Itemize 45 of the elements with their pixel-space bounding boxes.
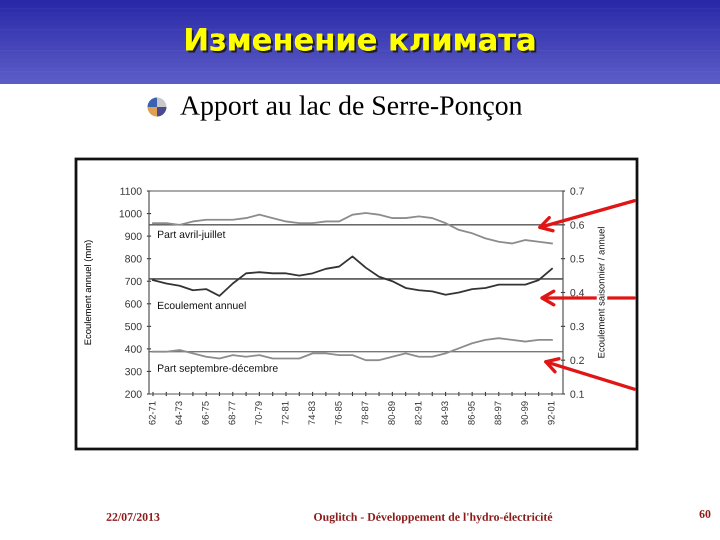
- y-tick-label: 800: [125, 255, 142, 263]
- y2-tick-label: 0.2: [570, 356, 584, 364]
- line-series: [152, 212, 553, 244]
- x-tick-label: 62-71: [148, 401, 156, 425]
- chart-subtitle: Apport au lac de Serre-Ponçon: [180, 95, 522, 121]
- y2-axis-title: Ecoulement saisonnier / annuel: [598, 227, 605, 358]
- x-tick-label: 66-75: [202, 401, 209, 425]
- text: 60: [700, 510, 710, 518]
- y-tick-label: 600: [125, 300, 142, 308]
- y2-tick-label: 0.5: [570, 255, 584, 263]
- x-tick-label: 74-83: [308, 401, 316, 425]
- x-tick-label: 86-95: [468, 401, 475, 425]
- y-tick-label: 900: [125, 232, 142, 240]
- x-tick-label: 90-99: [521, 401, 528, 425]
- y-tick-label: 300: [125, 368, 142, 376]
- x-tick-label: 72-81: [282, 401, 289, 425]
- x-tick-label: 80-89: [388, 401, 395, 425]
- x-tick-label: 84-93: [441, 401, 448, 425]
- text: 22/07/2013: [106, 512, 160, 521]
- y-tick-label: 1000: [120, 210, 142, 218]
- x-tick-label: 76-85: [335, 401, 342, 425]
- chart-title: Изменение климата: [186, 28, 536, 53]
- x-tick-label: 88-97: [494, 401, 502, 425]
- y-tick-label: 700: [125, 278, 142, 286]
- series-label: Part avril-juillet: [158, 230, 226, 240]
- series-label: Ecoulement annuel: [158, 301, 246, 310]
- y-tick-label: 500: [125, 322, 142, 330]
- x-tick-label: 82-91: [414, 401, 422, 425]
- y2-tick-label: 0.7: [570, 188, 584, 195]
- x-tick-label: 70-79: [255, 401, 262, 425]
- series-label: Part septembre-décembre: [158, 364, 278, 374]
- x-tick-label: 68-77: [228, 401, 236, 425]
- text: Ouglitch - Développement de l'hydro-électricité: [314, 512, 552, 524]
- x-tick-label: 78-87: [362, 401, 368, 425]
- y-tick-label: 200: [125, 390, 142, 398]
- y2-tick-label: 0.3: [570, 322, 584, 330]
- x-tick-label: 64-73: [175, 401, 182, 425]
- line-series: [152, 337, 553, 362]
- y-tick-label: 1100: [120, 188, 142, 195]
- y2-tick-label: 0.6: [570, 221, 584, 229]
- y2-tick-label: 0.1: [570, 390, 584, 398]
- y-axis-title: Ecoulement annuel (mm): [84, 240, 93, 344]
- y-tick-label: 400: [124, 345, 142, 353]
- x-tick-label: 92-01: [548, 401, 554, 425]
- y2-tick-label: 0.4: [570, 289, 584, 296]
